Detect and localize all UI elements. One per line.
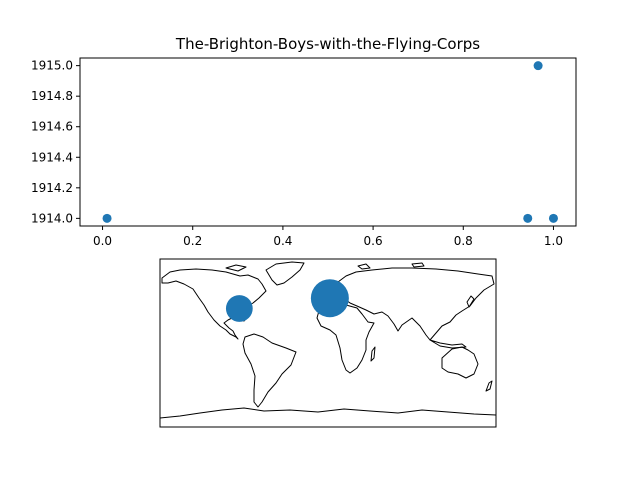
scatter-point [523, 213, 533, 223]
y-axis: 1914.0 1914.2 1914.4 1914.6 1914.8 1915.0 [31, 59, 80, 225]
y-tick-label: 1914.8 [31, 89, 73, 103]
x-tick-label: 0.8 [454, 234, 473, 248]
x-tick-label: 1.0 [544, 234, 563, 248]
map-panel [159, 258, 497, 428]
x-tick-label: 0.0 [93, 234, 112, 248]
x-tick-label: 0.6 [364, 234, 383, 248]
y-tick-label: 1914.4 [31, 150, 73, 164]
y-tick-label: 1914.0 [31, 211, 73, 225]
coastlines [160, 261, 496, 419]
scatter-panel: The-Brighton-Boys-with-the-Flying-Corps … [31, 35, 577, 248]
coastline-eurasia [319, 267, 495, 341]
coastline-madagascar [370, 346, 376, 362]
map-point [225, 295, 253, 322]
map-frame [159, 258, 497, 428]
y-tick-label: 1915.0 [31, 59, 73, 73]
scatter-point [548, 213, 558, 223]
scatter-points [102, 61, 558, 223]
coastline-arctic-islands [225, 262, 425, 272]
map-point [310, 279, 349, 318]
coastline-japan [466, 295, 475, 308]
scatter-point [533, 61, 543, 71]
map-points [225, 279, 349, 322]
coastline-africa [316, 303, 375, 374]
x-axis: 0.0 0.2 0.4 0.6 0.8 1.0 [93, 226, 563, 248]
coastline-south-america [242, 333, 297, 408]
scatter-plot-area [79, 57, 577, 227]
y-tick-label: 1914.2 [31, 181, 73, 195]
coastline-greenland [265, 261, 305, 286]
coastline-indonesia [429, 339, 467, 349]
y-tick-label: 1914.6 [31, 120, 73, 134]
chart-title: The-Brighton-Boys-with-the-Flying-Corps [175, 35, 480, 53]
x-tick-label: 0.2 [183, 234, 202, 248]
scatter-point [102, 213, 112, 223]
coastline-antarctica [160, 407, 496, 419]
x-tick-label: 0.4 [273, 234, 292, 248]
coastline-north-america [161, 268, 267, 340]
coastline-new-zealand [485, 380, 493, 392]
